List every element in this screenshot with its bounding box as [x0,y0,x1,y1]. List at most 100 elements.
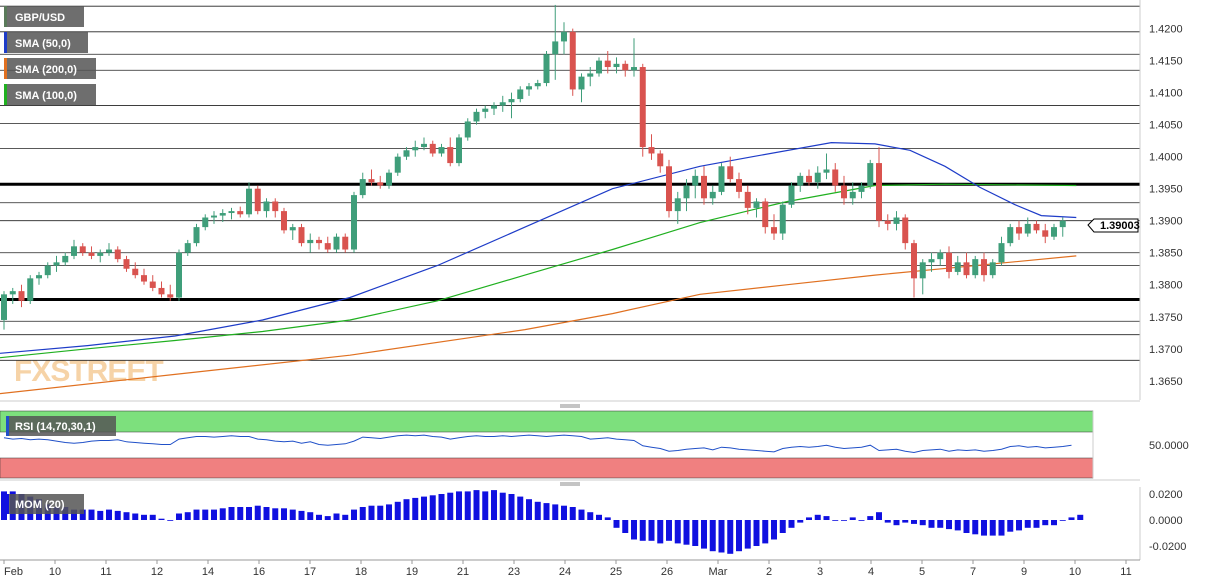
candle [1,291,7,330]
mom-bar [841,520,847,521]
candle [456,134,462,167]
mom-bar [1068,517,1075,520]
mom-bar [499,492,506,520]
mom-bar [718,520,725,553]
mom-bar [1016,520,1022,531]
candle [639,63,646,157]
mom-bar [569,507,576,520]
candle [429,140,436,157]
rsi-label-box[interactable]: RSI (14,70,30,1) [6,416,116,436]
mom-bar [158,518,165,520]
candle [412,140,419,157]
candle [114,246,121,263]
mom-bar [858,520,865,521]
mom-bar [701,520,707,549]
candle [281,207,287,234]
mom-bar [368,505,375,520]
indicator-legend: GBP/USD SMA (50,0) SMA (200,0) SMA (100,0) [4,6,96,105]
candle [491,102,497,116]
date-tick-label: 25 [610,566,622,578]
candlesticks [1,4,1066,330]
mom-bar [526,499,532,520]
panel-separators[interactable] [0,400,1140,486]
candle [806,169,812,186]
mom-bar [71,509,77,520]
candle [849,182,856,205]
sma-200-line [0,255,1077,395]
candle [753,198,760,218]
last-price-label: 1.39003 [1100,220,1140,232]
candle [141,268,147,285]
candle [211,211,217,224]
candle [928,252,935,272]
legend-label: SMA (200,0) [15,64,77,76]
legend-item[interactable]: SMA (50,0) [4,32,88,53]
mom-bar [613,520,620,528]
date-tick-label: 17 [304,566,316,578]
mom-bar [246,507,252,520]
mom-bar [902,520,909,523]
price-axis: 1.4200 1.4150 1.4100 1.4050 1.4000 1.3950 1.39… [1149,24,1183,388]
candle [184,239,191,256]
candle [727,156,734,183]
candle [1024,217,1031,237]
mom-bar [114,510,121,520]
date-tick-label: Mar [709,566,728,578]
candle [9,287,16,304]
mom-bar [779,520,786,533]
mom-bar [1024,520,1031,528]
price-tick-label: 1.4150 [1149,56,1183,68]
candle [1042,223,1049,244]
candle [254,185,261,215]
mom-bar [823,516,830,520]
price-tick-label: 1.4050 [1149,120,1183,132]
candle [832,163,839,192]
legend-item[interactable]: SMA (100,0) [4,84,96,105]
mom-bar [464,491,471,520]
mom-bar [176,513,182,520]
mom-bar [289,509,296,520]
candle [499,95,506,112]
mom-axis: 0.0200 0.0000 -0.0200 [1139,487,1186,560]
candle [53,255,60,272]
legend-label: SMA (50,0) [15,38,71,50]
mom-bar [281,508,287,520]
candle [386,169,392,189]
mom-bar [307,512,314,520]
mom-bar [141,514,147,520]
candle [298,223,305,247]
mom-bar [657,520,664,544]
candle [324,236,331,253]
price-tick-label: 1.3900 [1149,216,1183,228]
date-tick-label: 11 [100,566,111,578]
candle [1059,217,1066,237]
candle [1007,223,1014,247]
mom-bars [1,490,1084,554]
legend-item[interactable]: GBP/USD [4,6,84,27]
mom-bar [989,520,996,536]
candle [998,236,1005,266]
candle [473,108,480,125]
mom-label-box[interactable]: MOM (20) [6,494,84,514]
mom-bar [132,513,139,520]
mom-bar [683,520,690,545]
legend-label: SMA (100,0) [15,90,77,102]
mom-bar [806,517,812,520]
mom-bar [316,514,322,520]
candle [631,38,637,77]
candle [342,233,349,253]
price-tick-label: 1.4200 [1149,24,1183,36]
mom-bar [508,494,515,520]
candle [788,182,795,208]
candle [333,233,340,253]
mom-bar [972,520,979,535]
mom-bar [1051,520,1057,526]
rsi-label: RSI (14,70,30,1) [15,421,96,433]
mom-bar [184,512,191,520]
legend-label: GBP/USD [15,12,65,24]
candle [368,169,375,186]
last-price-marker: 1.39003 [1087,218,1140,233]
legend-item[interactable]: SMA (200,0) [4,58,96,79]
candle [867,159,874,189]
